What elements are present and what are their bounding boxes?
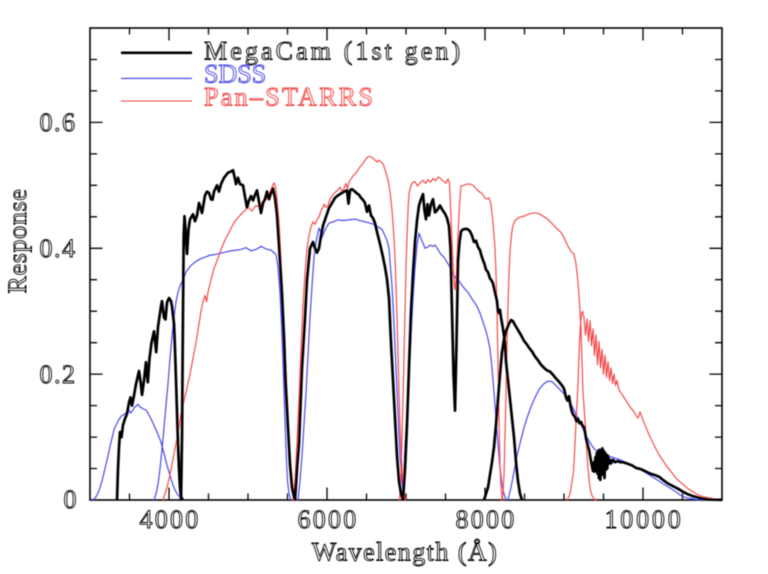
svg-text:10000: 10000 xyxy=(605,505,684,534)
svg-text:Response: Response xyxy=(3,189,32,294)
svg-text:0.2: 0.2 xyxy=(40,360,77,389)
svg-text:Wavelength (Å): Wavelength (Å) xyxy=(312,538,498,567)
svg-text:0: 0 xyxy=(64,485,77,514)
svg-text:8000: 8000 xyxy=(456,505,517,534)
svg-text:0.6: 0.6 xyxy=(40,108,77,137)
svg-text:0.4: 0.4 xyxy=(40,234,77,263)
svg-text:6000: 6000 xyxy=(298,505,359,534)
svg-text:SDSS: SDSS xyxy=(204,60,266,89)
svg-text:4000: 4000 xyxy=(140,505,201,534)
svg-text:MegaCam (1st gen): MegaCam (1st gen) xyxy=(204,37,463,66)
svg-text:Pan–STARRS: Pan–STARRS xyxy=(204,83,375,112)
